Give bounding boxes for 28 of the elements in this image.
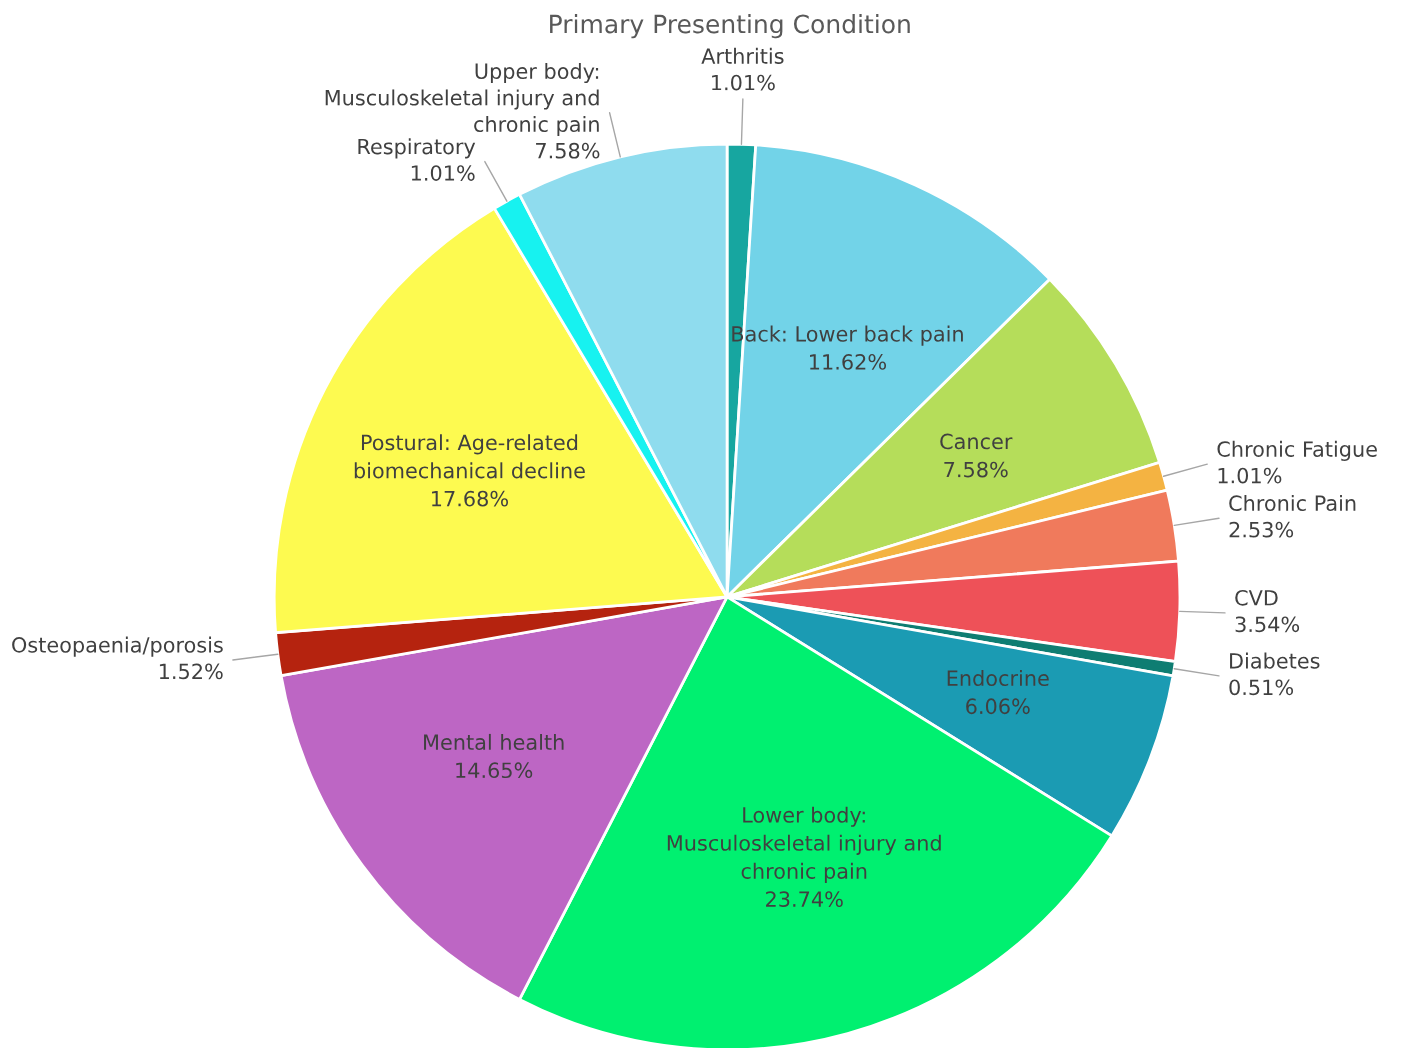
data-label: 14.65% xyxy=(456,762,533,779)
data-label: 11.62% xyxy=(810,354,887,370)
slice-label: Upper body: Musculoskeletal injury and chronic pain xyxy=(325,62,599,137)
slice-label: Respiratory xyxy=(358,138,476,159)
slice-label: Chronic Fatigue xyxy=(1217,440,1377,461)
data-label: 2.53% xyxy=(1229,521,1294,538)
data-label: 0.51% xyxy=(1229,679,1294,696)
data-label: 7.58% xyxy=(944,461,1008,478)
data-label: 6.06% xyxy=(966,698,1030,715)
slice-label: Lower body: Musculoskeletal injury and chronic pain xyxy=(667,806,941,883)
data-label: 23.74% xyxy=(766,891,843,908)
slice-label: Arthritis xyxy=(701,47,784,64)
slice-label: Postural: Age-related biomechanical decline xyxy=(354,434,585,479)
data-label: 1.01% xyxy=(1218,467,1282,484)
slice-label: Osteopaenia/porosis xyxy=(12,636,223,657)
slice-label: CVD xyxy=(1235,589,1278,606)
data-label: 1.01% xyxy=(411,165,475,181)
slice-label: Cancer xyxy=(940,433,1013,450)
data-label: 1.01% xyxy=(712,74,775,91)
slice-label: Endocrine xyxy=(947,669,1049,687)
data-label: 17.68% xyxy=(432,490,509,507)
data-label: 3.54% xyxy=(1235,616,1300,633)
chart-title: Primary Presenting Condition xyxy=(550,14,910,39)
slice-label: Diabetes xyxy=(1230,652,1320,669)
data-label: 7.58% xyxy=(536,142,600,159)
slice-label: Chronic Pain xyxy=(1229,494,1356,512)
slice-label: Mental health xyxy=(424,733,564,751)
data-label: 1.52% xyxy=(159,663,223,680)
